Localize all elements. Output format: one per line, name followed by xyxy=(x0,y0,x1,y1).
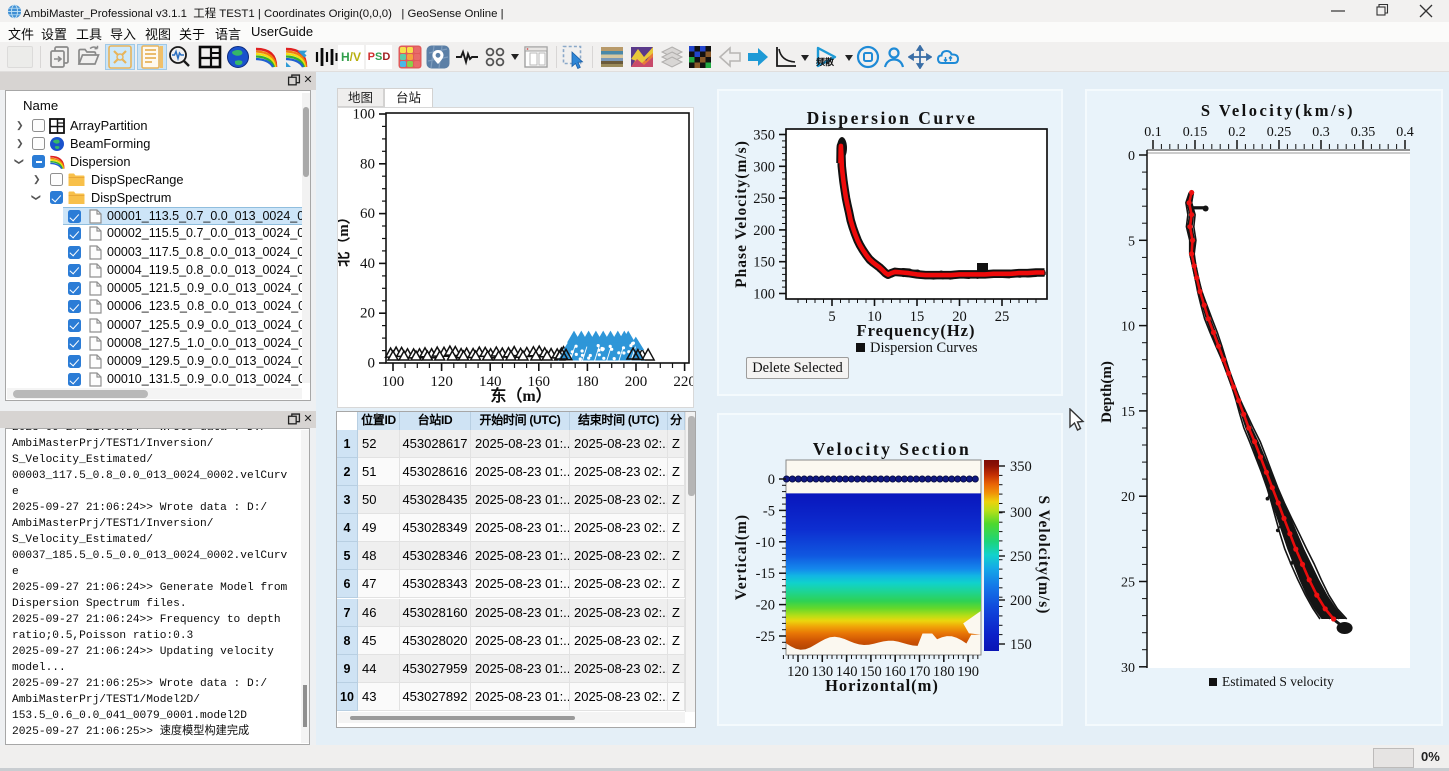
svg-text:100: 100 xyxy=(353,108,376,123)
svg-text:0.3: 0.3 xyxy=(1312,125,1330,140)
svg-text:120: 120 xyxy=(787,664,809,680)
svg-text:190: 190 xyxy=(957,664,979,680)
svg-text:140: 140 xyxy=(479,374,502,390)
svg-text:180: 180 xyxy=(933,664,955,680)
svg-text:200: 200 xyxy=(1010,593,1032,609)
svg-text:-15: -15 xyxy=(756,566,775,582)
svg-text:220: 220 xyxy=(673,374,693,390)
svg-text:160: 160 xyxy=(884,664,906,680)
svg-text:100: 100 xyxy=(753,287,775,303)
svg-text:150: 150 xyxy=(1010,637,1032,653)
svg-text:15: 15 xyxy=(910,309,925,325)
svg-text:-25: -25 xyxy=(756,629,775,645)
svg-text:140: 140 xyxy=(836,664,858,680)
svg-text:150: 150 xyxy=(860,664,882,680)
svg-text:250: 250 xyxy=(1010,549,1032,565)
svg-text:25: 25 xyxy=(1121,576,1135,591)
svg-text:20: 20 xyxy=(360,306,375,322)
svg-text:0.15: 0.15 xyxy=(1183,125,1208,140)
svg-text:0.4: 0.4 xyxy=(1396,125,1414,140)
svg-text:-5: -5 xyxy=(763,503,775,519)
svg-text:5: 5 xyxy=(1128,234,1135,249)
svg-text:0.35: 0.35 xyxy=(1351,125,1376,140)
svg-text:0: 0 xyxy=(1128,149,1135,164)
svg-text:350: 350 xyxy=(753,128,775,144)
svg-text:0.2: 0.2 xyxy=(1228,125,1246,140)
svg-text:10: 10 xyxy=(1121,320,1135,335)
svg-text:130: 130 xyxy=(811,664,833,680)
svg-text:-10: -10 xyxy=(756,535,775,551)
svg-text:0.25: 0.25 xyxy=(1267,125,1292,140)
svg-text:40: 40 xyxy=(360,256,375,272)
svg-text:160: 160 xyxy=(528,374,551,390)
svg-text:Phase Velocity(m/s): Phase Velocity(m/s) xyxy=(733,140,750,288)
svg-text:S Velolcity(m/s): S Velolcity(m/s) xyxy=(1035,496,1052,615)
svg-text:20: 20 xyxy=(952,309,967,325)
svg-text:25: 25 xyxy=(995,309,1010,325)
svg-text:150: 150 xyxy=(753,255,775,271)
svg-text:Dispersion Curves: Dispersion Curves xyxy=(870,340,978,356)
svg-text:0: 0 xyxy=(368,356,376,372)
svg-text:-20: -20 xyxy=(756,598,775,614)
svg-text:180: 180 xyxy=(576,374,599,390)
svg-text:10: 10 xyxy=(867,309,882,325)
svg-text:100: 100 xyxy=(382,374,405,390)
svg-text:200: 200 xyxy=(625,374,648,390)
svg-text:300: 300 xyxy=(753,159,775,175)
svg-text:200: 200 xyxy=(753,223,775,239)
svg-text:Horizontal(m): Horizontal(m) xyxy=(825,676,939,695)
svg-text:北（m）: 北（m） xyxy=(338,209,352,267)
svg-text:0: 0 xyxy=(768,472,775,488)
svg-text:15: 15 xyxy=(1121,405,1135,420)
svg-text:频散: 频散 xyxy=(816,56,835,67)
svg-text:Frequency(Hz): Frequency(Hz) xyxy=(856,321,975,340)
svg-text:120: 120 xyxy=(430,374,453,390)
svg-text:250: 250 xyxy=(753,191,775,207)
svg-text:东（m）: 东（m） xyxy=(490,386,551,405)
svg-text:Estimated S velocity: Estimated S velocity xyxy=(1222,674,1334,689)
svg-text:5: 5 xyxy=(828,309,835,325)
svg-text:300: 300 xyxy=(1010,505,1032,521)
svg-text:0.1: 0.1 xyxy=(1144,125,1162,140)
svg-text:Vertical(m): Vertical(m) xyxy=(733,514,750,600)
svg-text:80: 80 xyxy=(360,156,375,172)
svg-text:170: 170 xyxy=(909,664,931,680)
svg-text:20: 20 xyxy=(1121,490,1135,505)
svg-text:Depth(m): Depth(m) xyxy=(1099,361,1115,423)
svg-text:350: 350 xyxy=(1010,459,1032,475)
svg-text:60: 60 xyxy=(360,206,375,222)
svg-text:30: 30 xyxy=(1121,661,1135,676)
